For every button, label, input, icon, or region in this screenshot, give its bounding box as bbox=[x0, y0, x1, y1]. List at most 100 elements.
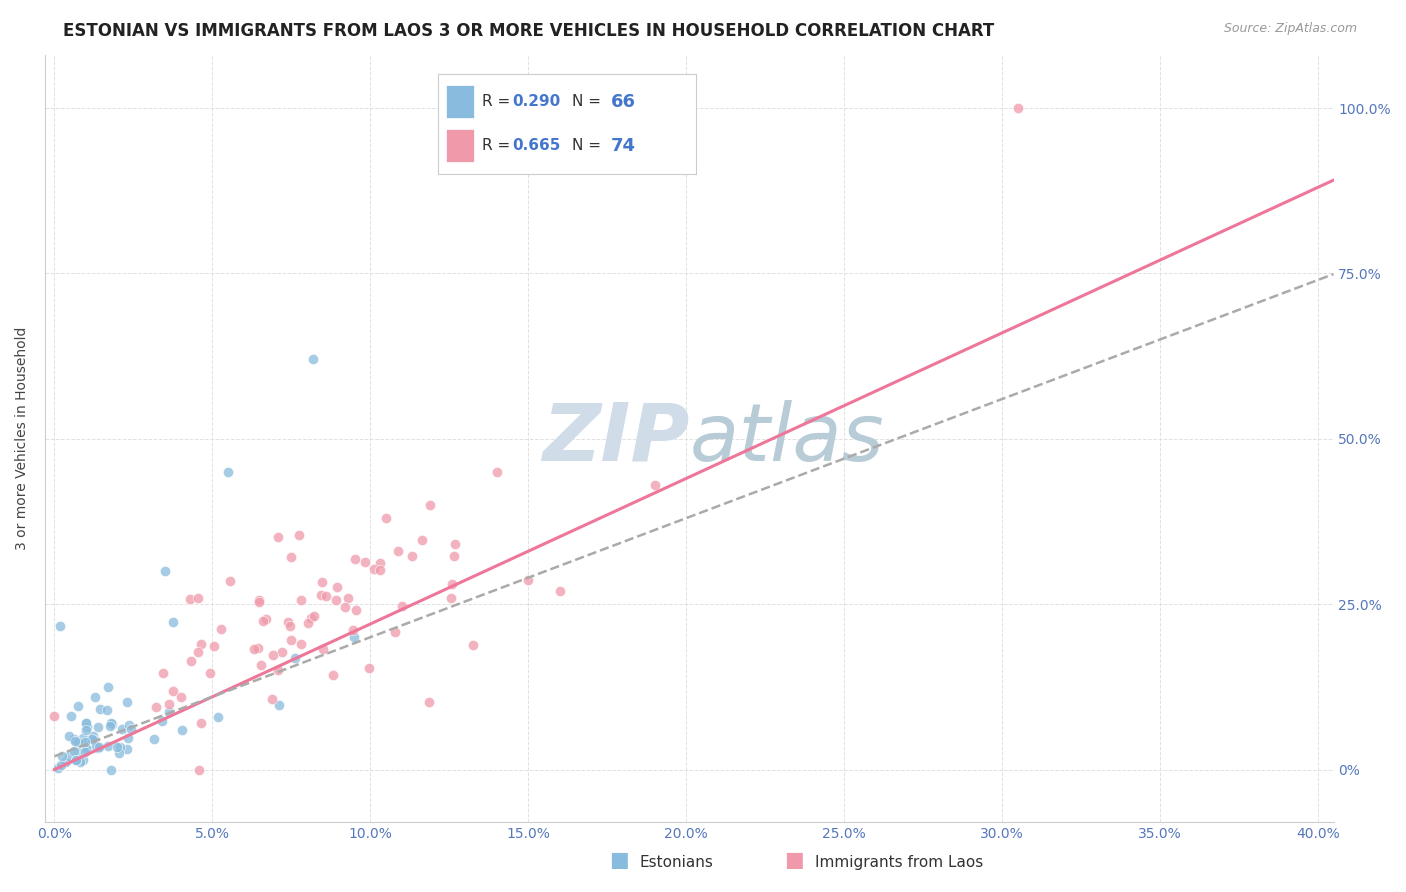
Point bbox=[548, 583, 571, 598]
Point bbox=[89, 740, 111, 755]
Point bbox=[217, 465, 239, 479]
Point bbox=[179, 591, 201, 606]
Point bbox=[299, 610, 322, 624]
Point bbox=[84, 739, 107, 753]
Point bbox=[89, 702, 111, 716]
Point bbox=[247, 592, 270, 607]
Text: Immigrants from Laos: Immigrants from Laos bbox=[815, 855, 984, 870]
Point bbox=[322, 667, 344, 681]
Point bbox=[198, 666, 221, 681]
Point bbox=[162, 684, 184, 698]
Point bbox=[368, 556, 391, 570]
Point bbox=[387, 544, 409, 558]
Point bbox=[108, 740, 131, 755]
Point bbox=[311, 588, 333, 602]
Point bbox=[190, 637, 212, 651]
Point bbox=[290, 637, 312, 651]
Point bbox=[55, 755, 77, 769]
Text: Estonians: Estonians bbox=[640, 855, 714, 870]
Point bbox=[278, 619, 301, 633]
Point bbox=[180, 654, 202, 668]
Point bbox=[100, 717, 122, 731]
Point bbox=[267, 530, 290, 544]
Point bbox=[111, 722, 134, 736]
Point bbox=[120, 722, 142, 736]
Point bbox=[150, 714, 173, 728]
Point bbox=[443, 549, 465, 564]
Point bbox=[441, 577, 464, 591]
Point bbox=[170, 723, 193, 737]
Text: ■: ■ bbox=[609, 850, 628, 870]
Point bbox=[187, 645, 209, 659]
Point bbox=[76, 716, 98, 731]
Point bbox=[75, 723, 97, 738]
Point bbox=[302, 609, 325, 624]
Point bbox=[62, 731, 84, 746]
Point bbox=[243, 642, 266, 657]
Point bbox=[82, 729, 104, 743]
Point bbox=[287, 528, 309, 542]
Point bbox=[83, 733, 105, 747]
Point bbox=[105, 740, 128, 755]
Point bbox=[297, 615, 319, 630]
Point bbox=[411, 533, 433, 548]
Point bbox=[157, 697, 180, 711]
Point bbox=[218, 574, 240, 588]
Point bbox=[267, 698, 290, 713]
Point bbox=[117, 731, 139, 745]
Point bbox=[96, 702, 118, 716]
Point bbox=[1007, 101, 1029, 115]
Point bbox=[311, 642, 333, 657]
Text: ZIP: ZIP bbox=[541, 400, 689, 478]
Point bbox=[188, 763, 211, 777]
Point bbox=[117, 695, 139, 709]
Point bbox=[343, 630, 366, 644]
Point bbox=[86, 720, 108, 734]
Point bbox=[187, 591, 209, 605]
Point bbox=[97, 681, 120, 695]
Point bbox=[315, 590, 337, 604]
Point bbox=[76, 720, 98, 734]
Point bbox=[359, 660, 381, 674]
Point bbox=[384, 624, 406, 639]
Point bbox=[69, 755, 91, 769]
Point bbox=[58, 749, 80, 764]
Point bbox=[277, 615, 299, 629]
Point bbox=[333, 600, 356, 615]
Point bbox=[271, 645, 294, 659]
Point bbox=[65, 753, 87, 767]
Text: ESTONIAN VS IMMIGRANTS FROM LAOS 3 OR MORE VEHICLES IN HOUSEHOLD CORRELATION CHA: ESTONIAN VS IMMIGRANTS FROM LAOS 3 OR MO… bbox=[63, 22, 994, 40]
Point bbox=[207, 710, 229, 724]
Point bbox=[51, 757, 73, 772]
Point bbox=[343, 551, 366, 566]
Point bbox=[118, 717, 141, 731]
Point bbox=[98, 719, 121, 733]
Point bbox=[97, 739, 120, 753]
Point bbox=[55, 756, 77, 770]
Point bbox=[84, 690, 107, 704]
Point bbox=[72, 731, 94, 746]
Point bbox=[254, 612, 277, 626]
Point bbox=[262, 692, 284, 706]
Text: atlas: atlas bbox=[689, 400, 884, 478]
Point bbox=[363, 562, 385, 576]
Point bbox=[72, 753, 94, 767]
Point bbox=[75, 716, 97, 731]
Point bbox=[145, 699, 167, 714]
Y-axis label: 3 or more Vehicles in Household: 3 or more Vehicles in Household bbox=[15, 327, 30, 550]
Point bbox=[46, 761, 69, 775]
Point bbox=[280, 633, 302, 648]
Point bbox=[100, 763, 122, 777]
Point bbox=[170, 690, 193, 705]
Point bbox=[65, 745, 87, 759]
Text: Source: ZipAtlas.com: Source: ZipAtlas.com bbox=[1223, 22, 1357, 36]
Point bbox=[290, 592, 312, 607]
Point bbox=[418, 695, 440, 709]
Point bbox=[86, 741, 108, 756]
Point bbox=[115, 742, 138, 756]
Point bbox=[63, 734, 86, 748]
Point bbox=[73, 745, 96, 759]
Point bbox=[342, 623, 364, 637]
Point bbox=[485, 465, 508, 479]
Point bbox=[262, 648, 284, 663]
